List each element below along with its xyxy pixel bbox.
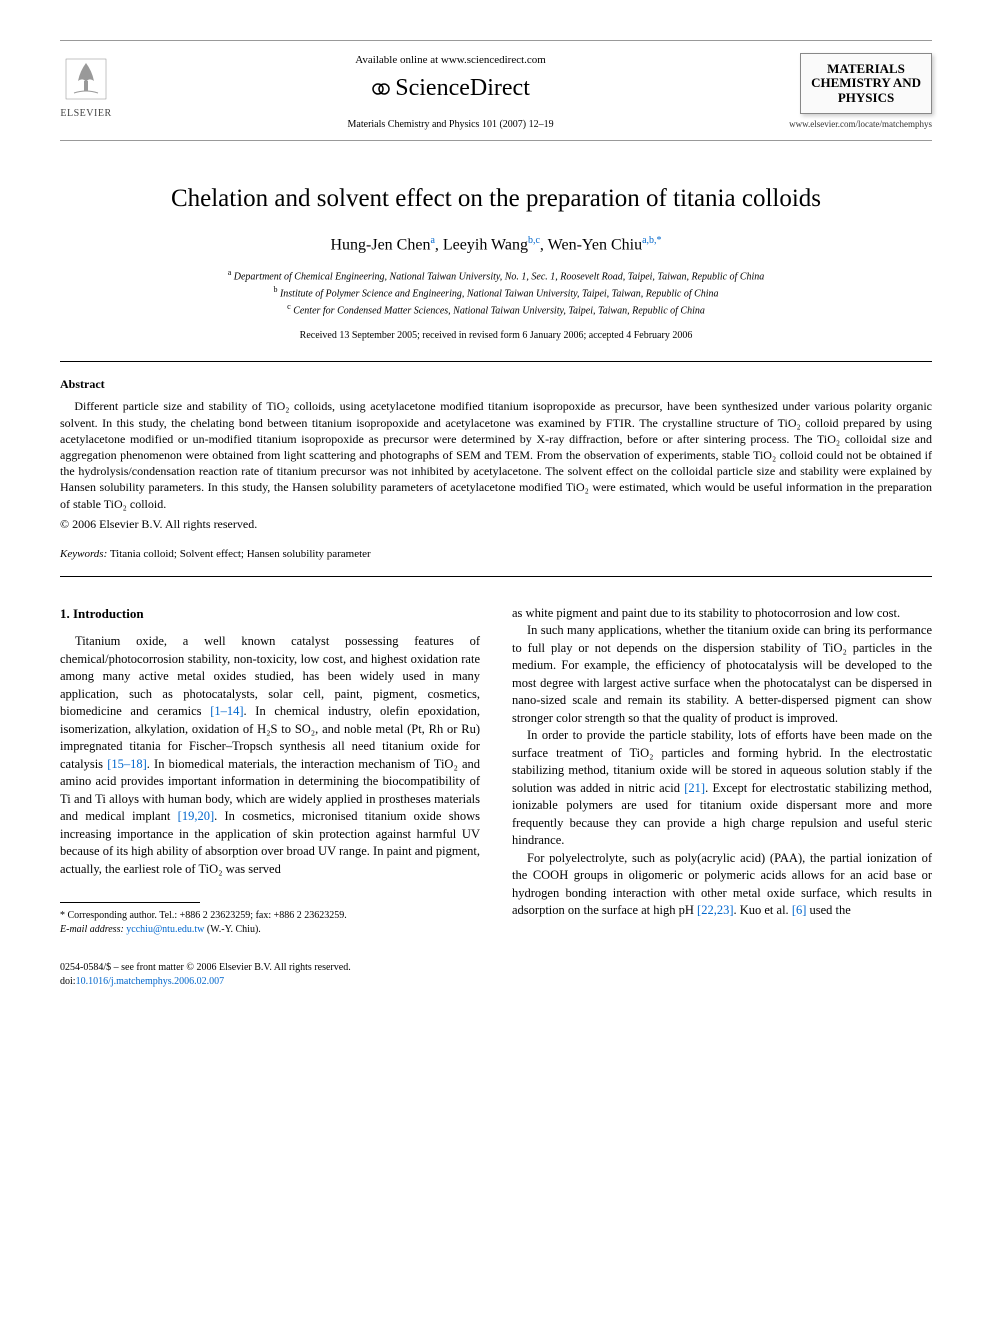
page-container: ELSEVIER Available online at www.science… (0, 0, 992, 1029)
email-label: E-mail address: (60, 924, 124, 935)
divider-top (60, 361, 932, 362)
corr-email-line: E-mail address: ycchiu@ntu.edu.tw (W.-Y.… (60, 923, 480, 937)
journal-cover-title-3: PHYSICS (811, 91, 921, 105)
article-title: Chelation and solvent effect on the prep… (60, 181, 932, 216)
two-column-body: 1. Introduction Titanium oxide, a well k… (60, 605, 932, 989)
footnote-divider (60, 902, 200, 903)
author-1: Hung-Jen Chen (330, 236, 430, 253)
email-link[interactable]: ycchiu@ntu.edu.tw (126, 924, 204, 935)
footer-block: 0254-0584/$ – see front matter © 2006 El… (60, 961, 480, 989)
journal-cover-block: MATERIALS CHEMISTRY AND PHYSICS www.else… (789, 53, 932, 130)
elsevier-label: ELSEVIER (60, 107, 111, 121)
ref-22-23[interactable]: [22,23] (697, 903, 733, 917)
ref-6[interactable]: [6] (792, 903, 807, 917)
keywords-values: Titania colloid; Solvent effect; Hansen … (110, 548, 371, 560)
sciencedirect-icon (371, 79, 391, 99)
intro-para-4: For polyelectrolyte, such as poly(acryli… (512, 850, 932, 920)
author-2: Leeyih Wang (443, 236, 528, 253)
authors-line: Hung-Jen Chena, Leeyih Wangb,c, Wen-Yen … (60, 234, 932, 257)
column-right: as white pigment and paint due to its st… (512, 605, 932, 989)
email-suffix: (W.-Y. Chiu). (207, 924, 261, 935)
ref-19-20[interactable]: [19,20] (178, 809, 214, 823)
elsevier-logo: ELSEVIER (60, 53, 112, 121)
sciencedirect-brand: ScienceDirect (132, 72, 769, 106)
affiliation-a: a Department of Chemical Engineering, Na… (60, 267, 932, 284)
doi-line: doi:10.1016/j.matchemphys.2006.02.007 (60, 975, 480, 989)
sciencedirect-label: ScienceDirect (395, 72, 530, 106)
section-1-heading: 1. Introduction (60, 605, 480, 623)
journal-cover-title-2: CHEMISTRY AND (811, 76, 921, 90)
affiliations: a Department of Chemical Engineering, Na… (60, 267, 932, 319)
abstract-heading: Abstract (60, 376, 932, 393)
available-online-text: Available online at www.sciencedirect.co… (132, 53, 769, 68)
elsevier-tree-icon (60, 53, 112, 105)
intro-para-1-cont: as white pigment and paint due to its st… (512, 605, 932, 623)
doi-link[interactable]: 10.1016/j.matchemphys.2006.02.007 (76, 976, 225, 987)
journal-reference: Materials Chemistry and Physics 101 (200… (132, 118, 769, 132)
keywords-line: Keywords: Titania colloid; Solvent effec… (60, 547, 932, 562)
journal-url: www.elsevier.com/locate/matchemphys (789, 118, 932, 131)
intro-para-1: Titanium oxide, a well known catalyst po… (60, 633, 480, 878)
journal-cover-box: MATERIALS CHEMISTRY AND PHYSICS (800, 53, 932, 114)
intro-para-2: In such many applications, whether the t… (512, 622, 932, 727)
ref-15-18[interactable]: [15–18] (107, 757, 147, 771)
author-3-corr[interactable]: * (657, 235, 662, 246)
abstract-body: Different particle size and stability of… (60, 398, 932, 511)
abstract-copyright: © 2006 Elsevier B.V. All rights reserved… (60, 516, 932, 533)
intro-para-3: In order to provide the particle stabili… (512, 727, 932, 850)
divider-bottom (60, 576, 932, 577)
author-2-affil[interactable]: b,c (528, 235, 540, 246)
ref-21[interactable]: [21] (684, 781, 705, 795)
issn-line: 0254-0584/$ – see front matter © 2006 El… (60, 961, 480, 975)
affiliation-b: b Institute of Polymer Science and Engin… (60, 284, 932, 301)
journal-cover-title-1: MATERIALS (811, 62, 921, 76)
header-bar: ELSEVIER Available online at www.science… (60, 40, 932, 141)
corr-author-line: * Corresponding author. Tel.: +886 2 236… (60, 909, 480, 923)
header-center: Available online at www.sciencedirect.co… (112, 53, 789, 132)
author-3: Wen-Yen Chiu (548, 236, 642, 253)
affiliation-c: c Center for Condensed Matter Sciences, … (60, 301, 932, 318)
keywords-label: Keywords: (60, 548, 107, 560)
dates-line: Received 13 September 2005; received in … (60, 329, 932, 343)
author-1-affil[interactable]: a (430, 235, 434, 246)
ref-1-14[interactable]: [1–14] (210, 704, 243, 718)
column-left: 1. Introduction Titanium oxide, a well k… (60, 605, 480, 989)
author-3-affil[interactable]: a,b, (642, 235, 656, 246)
corresponding-author-footnote: * Corresponding author. Tel.: +886 2 236… (60, 909, 480, 937)
